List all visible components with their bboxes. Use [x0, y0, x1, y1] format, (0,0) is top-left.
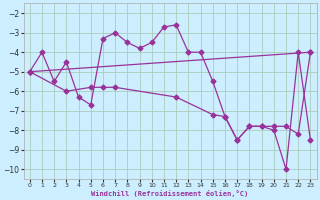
- X-axis label: Windchill (Refroidissement éolien,°C): Windchill (Refroidissement éolien,°C): [92, 190, 249, 197]
